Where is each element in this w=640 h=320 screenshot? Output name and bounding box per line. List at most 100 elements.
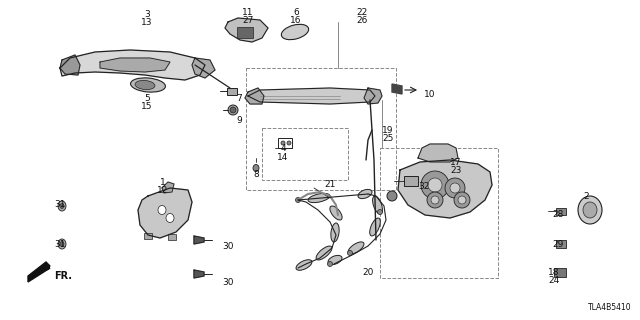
Text: 17: 17	[451, 158, 461, 167]
Text: 1: 1	[160, 178, 166, 187]
Text: 19: 19	[382, 126, 394, 135]
Bar	[227, 88, 237, 95]
Text: 4: 4	[280, 144, 286, 153]
Bar	[404, 176, 418, 186]
Text: 30: 30	[222, 242, 234, 251]
Polygon shape	[28, 262, 50, 282]
Ellipse shape	[308, 193, 330, 203]
Bar	[144, 233, 152, 239]
Polygon shape	[245, 88, 264, 104]
Text: 10: 10	[424, 90, 435, 99]
Bar	[554, 268, 566, 277]
Ellipse shape	[166, 213, 174, 222]
Text: 6: 6	[293, 8, 299, 17]
Text: 30: 30	[222, 278, 234, 287]
Ellipse shape	[445, 178, 465, 198]
Polygon shape	[194, 270, 204, 278]
Text: TLA4B5410: TLA4B5410	[588, 303, 632, 312]
Polygon shape	[162, 182, 174, 193]
Ellipse shape	[431, 196, 439, 204]
Text: 7: 7	[236, 94, 242, 103]
Ellipse shape	[296, 260, 312, 270]
Ellipse shape	[158, 205, 166, 214]
Ellipse shape	[58, 239, 66, 249]
Ellipse shape	[450, 183, 460, 193]
Ellipse shape	[370, 218, 380, 236]
Text: 5: 5	[144, 94, 150, 103]
Text: 3: 3	[144, 10, 150, 19]
Ellipse shape	[253, 164, 259, 172]
Ellipse shape	[296, 197, 301, 203]
Text: 24: 24	[548, 276, 559, 285]
Ellipse shape	[316, 246, 332, 260]
Ellipse shape	[131, 78, 166, 92]
Ellipse shape	[348, 251, 353, 255]
Ellipse shape	[421, 171, 449, 199]
Ellipse shape	[372, 196, 383, 214]
Ellipse shape	[135, 80, 155, 90]
Ellipse shape	[348, 242, 364, 254]
Text: FR.: FR.	[54, 271, 72, 281]
Polygon shape	[60, 50, 205, 80]
Text: 9: 9	[236, 116, 242, 125]
Ellipse shape	[60, 204, 64, 209]
Ellipse shape	[282, 24, 308, 40]
Ellipse shape	[583, 202, 597, 218]
Ellipse shape	[287, 141, 291, 145]
Ellipse shape	[428, 178, 442, 192]
Text: 15: 15	[141, 102, 153, 111]
Bar	[380, 148, 498, 278]
Ellipse shape	[454, 192, 470, 208]
Ellipse shape	[60, 242, 64, 246]
Text: 31: 31	[54, 200, 66, 209]
Polygon shape	[60, 55, 80, 75]
Text: 31: 31	[54, 240, 66, 249]
Text: 32: 32	[418, 182, 429, 191]
Ellipse shape	[378, 210, 383, 214]
Ellipse shape	[230, 107, 236, 113]
Text: 28: 28	[552, 210, 564, 219]
Polygon shape	[248, 88, 375, 104]
Polygon shape	[100, 58, 170, 72]
Ellipse shape	[458, 196, 466, 204]
Polygon shape	[194, 236, 204, 244]
Ellipse shape	[328, 261, 333, 267]
Ellipse shape	[358, 189, 372, 199]
Bar	[246, 68, 396, 190]
Text: 11: 11	[243, 8, 253, 17]
Bar	[278, 138, 292, 148]
Bar	[556, 208, 566, 215]
Polygon shape	[392, 84, 402, 94]
Text: 13: 13	[141, 18, 153, 27]
Ellipse shape	[578, 196, 602, 224]
Polygon shape	[364, 88, 382, 104]
Polygon shape	[192, 58, 215, 78]
Text: 18: 18	[548, 268, 560, 277]
Ellipse shape	[387, 191, 397, 201]
Ellipse shape	[281, 141, 285, 145]
Polygon shape	[225, 18, 268, 42]
Text: 27: 27	[243, 16, 253, 25]
Polygon shape	[418, 144, 458, 162]
Bar	[556, 240, 566, 248]
Ellipse shape	[330, 206, 342, 220]
Bar	[262, 128, 348, 180]
Text: 14: 14	[277, 153, 289, 162]
Polygon shape	[398, 160, 492, 218]
Ellipse shape	[58, 201, 66, 211]
Text: 2: 2	[583, 192, 589, 201]
Text: 29: 29	[552, 240, 564, 249]
Text: 23: 23	[451, 166, 461, 175]
Ellipse shape	[228, 105, 238, 115]
Text: 26: 26	[356, 16, 368, 25]
Text: 8: 8	[253, 170, 259, 179]
Text: 16: 16	[291, 16, 301, 25]
Text: 21: 21	[324, 180, 336, 189]
Text: 22: 22	[356, 8, 367, 17]
Text: 25: 25	[382, 134, 394, 143]
Ellipse shape	[427, 192, 443, 208]
Polygon shape	[138, 188, 192, 238]
Text: 12: 12	[157, 186, 169, 195]
Text: 20: 20	[362, 268, 374, 277]
Ellipse shape	[328, 255, 342, 265]
